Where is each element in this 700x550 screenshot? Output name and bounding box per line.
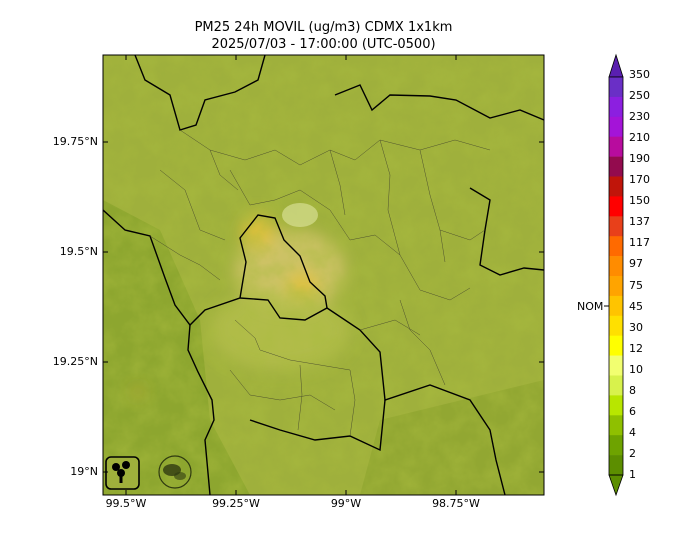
lat-label-19: 19°N — [70, 465, 98, 478]
map-frame — [102, 54, 545, 496]
map-area — [103, 55, 544, 495]
sedema-logo — [105, 456, 140, 490]
map-title: PM25 24h MOVIL (ug/m3) CDMX 1x1km — [194, 20, 453, 35]
colorbar-label: 10 — [629, 362, 643, 376]
colorbar-segment — [609, 355, 623, 376]
colorbar-label: 75 — [629, 278, 643, 292]
colorbar-label: 137 — [629, 215, 650, 229]
colorbar-label: 250 — [629, 89, 650, 103]
colorbar-label: 2 — [629, 446, 636, 460]
colorbar-segment — [609, 96, 623, 118]
colorbar-segment — [609, 136, 623, 157]
colorbar-segment — [609, 77, 623, 98]
colorbar-segment — [609, 176, 623, 197]
lon-label-99-25: 99.25°W — [212, 497, 260, 510]
colorbar-segment — [609, 256, 623, 277]
colorbar-bottom-arrow — [608, 474, 624, 497]
map-subtitle: 2025/07/03 - 17:00:00 (UTC-0500) — [211, 37, 436, 52]
colorbar-segment — [609, 415, 623, 436]
colorbar-label: 210 — [629, 131, 650, 145]
colorbar-label: 12 — [629, 341, 643, 355]
colorbar-segment — [609, 116, 623, 137]
lat-label-19-25: 19.25°N — [52, 355, 98, 368]
axis-ticks — [103, 55, 544, 495]
colorbar-segment — [609, 236, 623, 257]
lon-label-99: 99°W — [330, 497, 362, 510]
colorbar-top-arrow — [608, 53, 624, 78]
colorbar-segment — [609, 395, 623, 416]
colorbar-segment — [609, 276, 623, 297]
colorbar-segment — [609, 196, 623, 217]
lat-label-19-75: 19.75°N — [52, 135, 98, 148]
colorbar-segments — [609, 77, 623, 476]
colorbar-segment — [609, 455, 623, 476]
lon-label-99-5: 99.5°W — [105, 497, 147, 510]
colorbar-label: 6 — [629, 404, 636, 418]
municipal-borders — [149, 129, 491, 437]
colorbar-label: 170 — [629, 173, 650, 187]
colorbar-label: 45 — [629, 299, 643, 313]
colorbar-segment — [609, 156, 623, 177]
aire-logo — [158, 455, 192, 489]
colorbar-frame — [608, 76, 624, 476]
colorbar-segment — [609, 315, 623, 336]
colorbar-label: 97 — [629, 257, 643, 271]
colorbar-label: 230 — [629, 110, 650, 124]
colorbar-label: 30 — [629, 320, 643, 334]
colorbar-segment — [609, 335, 623, 356]
colorbar-segment — [609, 435, 623, 456]
colorbar-label: 150 — [629, 194, 650, 208]
lat-label-19-5: 19.5°N — [59, 245, 98, 258]
colorbar-label: 350 — [629, 68, 650, 81]
colorbar-segment — [609, 216, 623, 237]
colorbar — [604, 53, 624, 497]
nom-label: NOM — [577, 300, 604, 313]
terrain-shading — [103, 55, 544, 495]
colorbar-label: 190 — [629, 152, 650, 166]
colorbar-segment — [609, 295, 623, 317]
colorbar-label: 4 — [629, 425, 636, 439]
sierra-guadalupe — [282, 203, 318, 227]
colorbar-label: 117 — [629, 236, 650, 250]
colorbar-label: 8 — [629, 383, 636, 397]
state-borders — [103, 55, 544, 495]
colorbar-segment — [609, 375, 623, 396]
lon-label-98-75: 98.75°W — [432, 497, 480, 510]
colorbar-label: 1 — [629, 468, 636, 481]
